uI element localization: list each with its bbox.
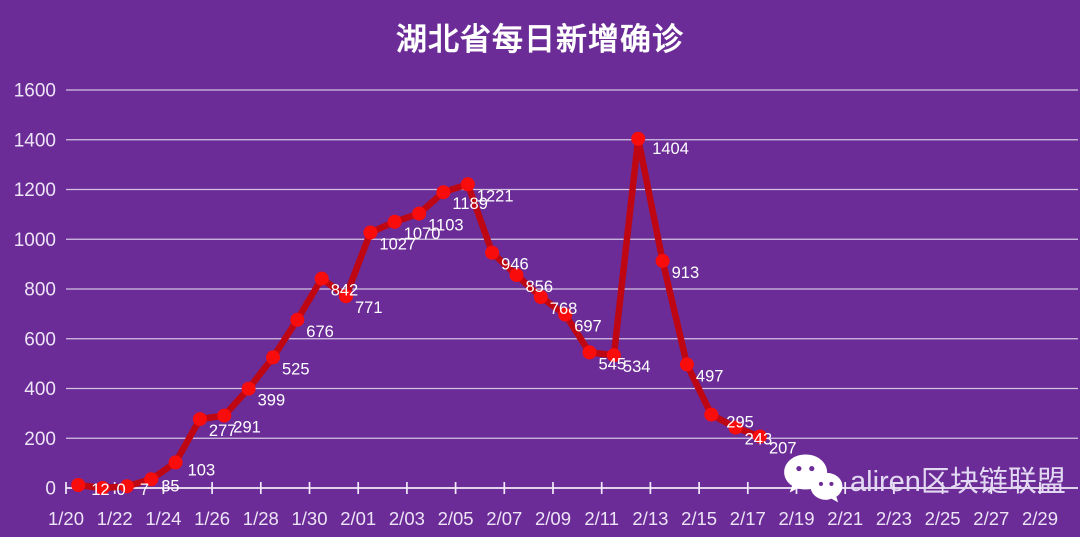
data-point (558, 307, 573, 322)
x-axis-tick-label: 2/09 (535, 508, 571, 529)
data-point (266, 350, 280, 365)
data-point (217, 408, 232, 423)
data-point-label: 856 (526, 278, 554, 296)
y-axis-tick-label: 1400 (14, 130, 56, 151)
y-axis-tick-label: 1600 (14, 81, 56, 102)
x-axis-tick-label: 2/13 (632, 508, 668, 529)
y-axis-tick-label: 1000 (14, 230, 56, 251)
data-point-label: 913 (672, 264, 700, 282)
data-line (74, 135, 764, 492)
data-point-label: 525 (282, 360, 310, 378)
y-axis-tick-label: 600 (24, 329, 56, 350)
x-axis-tick-label: 2/11 (584, 508, 619, 529)
data-point-label: 676 (306, 323, 334, 341)
data-point (704, 407, 719, 422)
data-point (485, 245, 500, 260)
data-point (606, 348, 621, 363)
x-axis-tick-label: 2/19 (778, 508, 814, 529)
chart-title: 湖北省每日新增确诊 (396, 22, 684, 57)
data-point (241, 381, 256, 396)
data-point (533, 290, 548, 304)
x-axis-tick-label: 1/22 (97, 508, 133, 529)
data-point (460, 177, 475, 192)
data-point-label: 534 (623, 358, 651, 376)
x-axis-tick-label: 2/21 (827, 508, 863, 529)
x-axis-tick-label: 2/05 (438, 508, 474, 529)
data-point-label: 1404 (652, 140, 689, 158)
data-point-label: 103 (188, 461, 216, 479)
data-point-label: 842 (331, 282, 359, 300)
data-point-label: 771 (355, 299, 383, 317)
data-point (95, 481, 110, 495)
data-point (753, 429, 767, 444)
x-axis-tick-label: 2/29 (1022, 508, 1058, 529)
data-point (144, 472, 159, 487)
data-point-label: 1221 (477, 187, 514, 205)
data-point-label: 1070 (404, 225, 441, 243)
data-point-label: 1103 (428, 217, 463, 235)
data-point (728, 420, 743, 435)
data-point-label: 0 (117, 481, 126, 499)
data-point (314, 271, 329, 286)
x-axis-tick-label: 1/24 (145, 508, 181, 529)
data-point-label: 399 (258, 392, 286, 410)
data-point (412, 206, 427, 221)
wechat-icon (784, 454, 843, 503)
y-axis-tick-label: 400 (24, 379, 56, 400)
data-point-label: 1189 (452, 195, 487, 213)
x-axis-tick-label: 1/30 (291, 508, 327, 529)
y-axis-tick-label: 800 (24, 280, 56, 301)
data-point (582, 345, 597, 360)
data-point (71, 478, 86, 492)
data-point (387, 214, 402, 229)
data-point (168, 455, 183, 470)
data-point-label: 277 (209, 422, 237, 440)
data-point (363, 225, 378, 240)
data-point-label: 946 (501, 256, 529, 274)
x-axis-tick-label: 2/25 (925, 508, 961, 529)
y-axis-tick-label: 200 (24, 429, 56, 450)
x-axis-tick-label: 1/26 (194, 508, 230, 529)
x-axis-tick-label: 2/23 (876, 508, 912, 529)
x-axis-tick-label: 2/17 (730, 508, 766, 529)
data-point (436, 185, 451, 200)
x-axis-tick-label: 2/03 (389, 508, 425, 529)
data-point (631, 131, 646, 146)
watermark-text: aliren区块链联盟 (850, 466, 1066, 498)
data-point-label: 12 (91, 481, 109, 499)
watermark: aliren区块链联盟 (782, 452, 1066, 506)
data-point (679, 357, 694, 372)
data-point (290, 312, 305, 327)
data-point-label: 768 (550, 300, 578, 318)
data-point (119, 479, 134, 494)
data-point-label: 1027 (379, 236, 416, 254)
data-point (509, 268, 524, 283)
data-point (655, 253, 670, 268)
x-axis-tick-label: 2/01 (340, 508, 376, 529)
data-point (339, 289, 353, 304)
x-axis-tick-label: 2/27 (973, 508, 1009, 529)
data-point-label: 497 (696, 367, 724, 385)
data-point-label: 697 (574, 318, 602, 336)
data-point-label: 7 (140, 481, 149, 499)
x-axis-tick-label: 1/20 (48, 508, 84, 529)
x-axis-tick-label: 1/28 (243, 508, 279, 529)
data-point (192, 412, 207, 427)
data-point-label: 295 (726, 414, 754, 432)
data-point-label: 545 (599, 355, 627, 373)
data-point-label: 243 (745, 431, 773, 449)
y-axis-tick-label: 0 (45, 479, 56, 500)
data-point-label: 35 (161, 477, 179, 495)
data-point-label: 291 (233, 419, 261, 437)
data-point-label: 207 (769, 440, 797, 458)
y-axis-tick-label: 1200 (14, 180, 56, 201)
x-axis-tick-label: 2/07 (486, 508, 522, 529)
x-axis-tick-label: 2/15 (681, 508, 717, 529)
